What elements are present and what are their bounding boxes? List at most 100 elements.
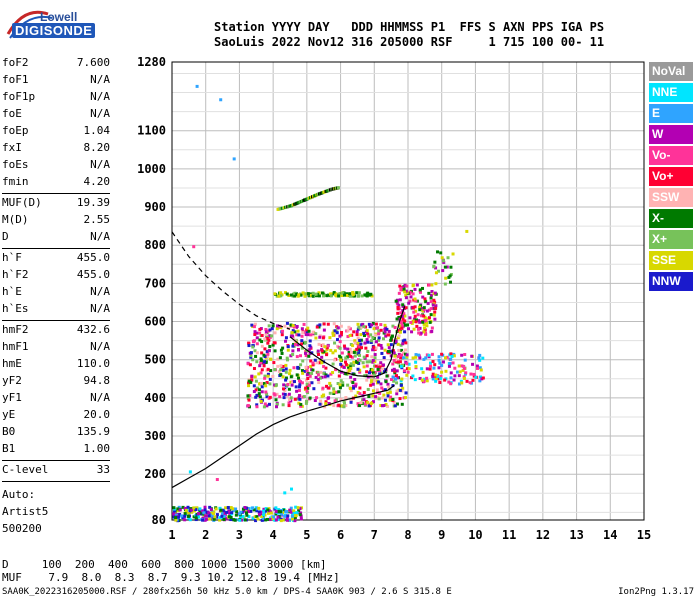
echo-point: [277, 510, 281, 514]
param-key: foEp: [2, 124, 29, 137]
echo-point: [389, 378, 393, 382]
echo-point: [239, 515, 243, 519]
echo-point: [447, 380, 451, 384]
echo-point: [255, 331, 259, 335]
echo-point: [282, 383, 286, 387]
echo-point: [424, 317, 428, 321]
param-row: MUF(D) 19.39: [2, 196, 110, 213]
echo-point: [358, 404, 362, 408]
echo-point: [231, 508, 235, 512]
echo-point: [429, 364, 433, 368]
echo-point: [401, 286, 405, 290]
echo-point: [269, 369, 273, 373]
y-tick-label: 700: [144, 276, 166, 290]
echo-point: [338, 334, 342, 338]
echo-point: [418, 320, 422, 324]
echo-point: [348, 334, 352, 338]
echo-point: [374, 322, 378, 326]
echo-point: [422, 322, 426, 326]
echo-point: [389, 343, 393, 347]
echo-point: [397, 291, 401, 295]
echo-point: [332, 390, 336, 394]
echo-point: [314, 336, 318, 340]
echo-point: [383, 330, 387, 334]
echo-point: [295, 373, 299, 377]
echo-point: [347, 368, 351, 372]
echo-point: [304, 386, 308, 390]
echo-point: [428, 367, 432, 371]
param-row: h`F 455.0: [2, 251, 110, 268]
echo-point: [395, 402, 399, 406]
echo-point: [395, 369, 399, 373]
echo-point: [399, 379, 403, 383]
echo-point: [444, 356, 448, 360]
echo-point: [264, 360, 268, 364]
echo-point: [351, 380, 355, 384]
echo-point: [365, 364, 369, 368]
echo-point: [347, 366, 351, 370]
echo-point: [300, 327, 304, 331]
echo-point: [320, 394, 324, 398]
echo-point: [432, 366, 436, 370]
param-row: yF1 N/A: [2, 391, 110, 408]
echo-point: [377, 363, 381, 367]
echo-point: [379, 343, 383, 347]
echo-point: [291, 329, 295, 333]
echo-point: [412, 319, 416, 323]
echo-point: [394, 374, 398, 378]
echo-point: [444, 276, 448, 280]
echo-point: [343, 293, 347, 297]
echo-point: [371, 368, 375, 372]
echo-point: [276, 357, 280, 361]
echo-point: [291, 336, 295, 340]
echo-point: [272, 518, 276, 522]
echo-point: [448, 361, 452, 365]
echo-point: [442, 259, 446, 263]
echo-point: [287, 404, 291, 408]
echo-point: [174, 513, 178, 517]
echo-point: [288, 368, 292, 372]
echo-point: [247, 515, 251, 519]
echo-point: [357, 291, 361, 295]
echo-point: [304, 354, 308, 358]
echo-point: [380, 396, 384, 400]
echo-point: [398, 388, 402, 392]
echo-point: [306, 365, 310, 369]
param-row: fxI 8.20: [2, 141, 110, 158]
echo-point: [414, 365, 418, 369]
echo-point: [452, 378, 456, 382]
echo-point: [210, 513, 214, 517]
echo-point: [355, 330, 359, 334]
y-tick-label: 80: [152, 513, 166, 527]
echo-point: [418, 326, 422, 330]
echo-point: [391, 384, 395, 388]
echo-point: [339, 397, 343, 401]
echo-point: [434, 373, 438, 377]
echo-point: [286, 345, 290, 349]
echo-point: [377, 343, 381, 347]
echo-point: [285, 321, 289, 325]
echo-point: [359, 401, 363, 405]
distance-row: D 100 200 400 600 800 1000 1500 3000 [km…: [2, 558, 327, 571]
echo-point: [418, 356, 422, 360]
echo-point: [421, 370, 425, 374]
echo-point: [320, 291, 324, 295]
echo-point: [353, 341, 357, 345]
echo-point: [449, 376, 453, 380]
param-value: 1.04: [83, 124, 111, 137]
echo-point: [283, 491, 287, 495]
echo-point: [268, 377, 272, 381]
echo-point: [268, 357, 272, 361]
echo-point: [349, 399, 353, 403]
echo-point: [414, 353, 418, 357]
echo-point: [382, 337, 386, 341]
echo-point: [284, 363, 288, 367]
echo-point: [324, 373, 328, 377]
echo-point: [255, 405, 259, 409]
echo-point: [348, 347, 352, 351]
param-key: foF1: [2, 73, 29, 86]
echo-point: [292, 511, 296, 515]
echo-point: [433, 291, 437, 295]
param-row: D N/A: [2, 230, 110, 247]
echo-point: [316, 353, 320, 357]
